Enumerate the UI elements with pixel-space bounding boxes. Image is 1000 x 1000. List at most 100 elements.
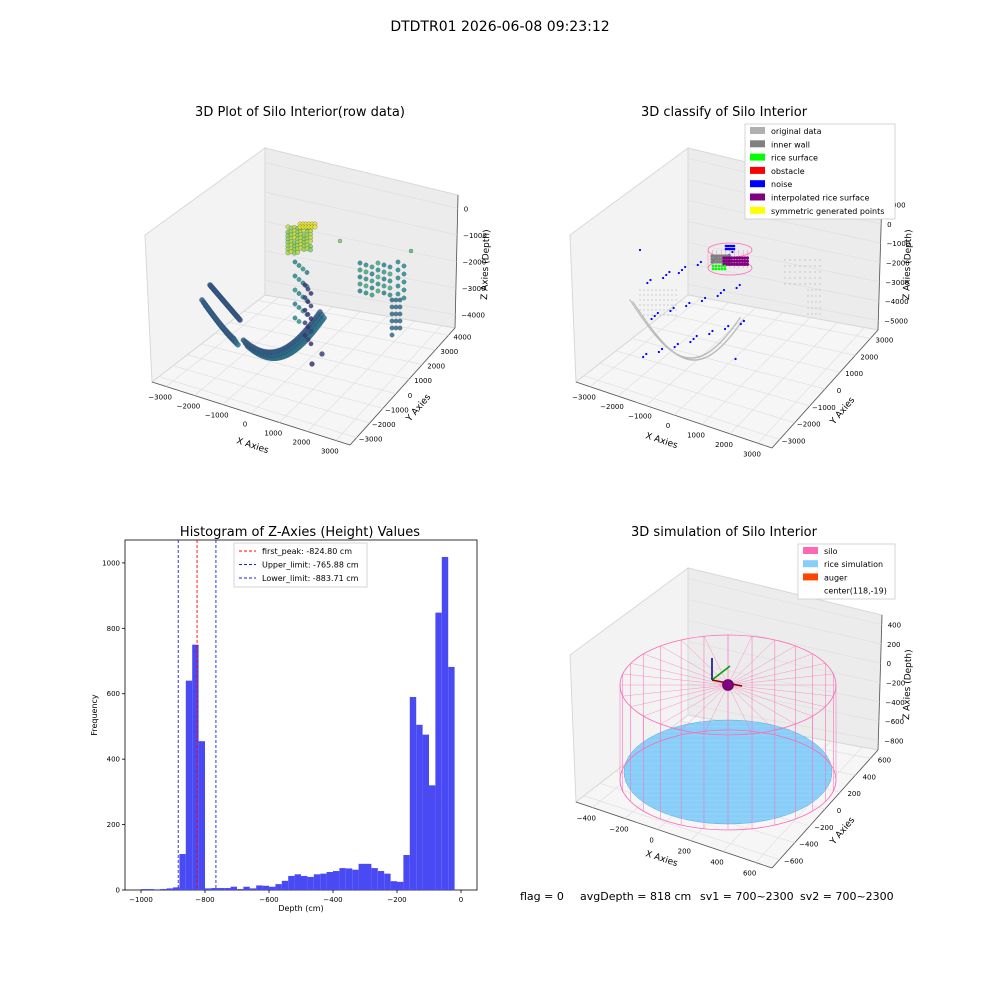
original-data-point	[659, 289, 661, 291]
noise-point	[676, 342, 679, 346]
classify-y-tick-label: 0	[837, 387, 841, 395]
interpolated-surface-point	[732, 262, 737, 266]
interpolated-surface-point	[738, 256, 742, 260]
original-data-point	[737, 325, 740, 328]
original-data-point	[734, 329, 737, 331]
simulation-legend-label: rice simulation	[824, 560, 883, 569]
original-data-point	[732, 326, 735, 328]
original-data-point	[631, 301, 633, 304]
original-data-point	[799, 265, 801, 267]
raw-data-point	[381, 262, 387, 268]
classify-z-gridline	[687, 200, 881, 244]
original-data-point	[643, 294, 645, 296]
histogram-bar	[243, 886, 250, 890]
raw-data-point	[401, 263, 407, 269]
histogram-reference-lines	[177, 540, 217, 890]
original-data-point	[650, 329, 653, 331]
inner-wall-point	[710, 257, 714, 261]
original-data-point	[649, 328, 652, 330]
histogram-bar	[397, 881, 404, 890]
raw-data-point	[393, 311, 399, 317]
original-data-point	[671, 299, 673, 301]
raw-x-gridline	[279, 316, 388, 423]
histogram-bar	[416, 724, 423, 890]
original-data-point	[733, 324, 736, 327]
silo-roof-line	[727, 684, 834, 697]
classify-x-tick-label: 3000	[743, 450, 761, 458]
raw-data-point	[296, 291, 302, 296]
original-data-point	[671, 309, 673, 311]
raw-data-point	[357, 274, 363, 280]
silo-roof-line	[727, 653, 813, 686]
noise-point	[650, 317, 653, 321]
original-data-point	[656, 336, 658, 338]
noise-point	[696, 263, 699, 267]
rice-surface-point	[723, 264, 727, 268]
original-data-point	[815, 313, 817, 315]
original-data-point	[643, 289, 645, 291]
classify-z-tick-label: 1000	[888, 202, 906, 210]
original-data-point	[667, 294, 669, 296]
interpolated-surface-point	[743, 256, 747, 260]
raw-data-point	[389, 297, 395, 303]
histogram-bar	[288, 875, 295, 890]
original-data-point	[804, 259, 806, 261]
original-data-point	[729, 336, 731, 338]
classify-z-tick-label: −1000	[887, 240, 911, 248]
raw-z-gridline	[264, 162, 458, 209]
classify-y-tick-label: −3000	[782, 438, 806, 446]
raw-data-point	[395, 291, 401, 297]
inner-wall-point	[717, 260, 722, 264]
original-data-point	[667, 309, 669, 311]
inner-wall-point	[717, 254, 722, 258]
original-data-point	[721, 339, 724, 341]
noise-point	[645, 352, 648, 356]
noise-point	[724, 244, 728, 248]
original-data-point	[736, 326, 739, 329]
raw-data-point	[401, 271, 407, 277]
original-data-point	[731, 333, 733, 336]
original-data-point	[651, 330, 653, 333]
noise-point	[726, 247, 730, 251]
simulation-x-tick-label: 600	[743, 870, 756, 878]
interpolated-surface-point	[743, 262, 747, 266]
noise-point	[727, 324, 730, 328]
simulation-z-tick-label: −400	[885, 699, 904, 707]
original-data-point	[799, 277, 801, 279]
original-data-point	[659, 304, 661, 306]
simulation-legend-label: auger	[824, 573, 848, 582]
raw-data-point	[397, 297, 403, 303]
classify-plot-title: 3D classify of Silo Interior	[641, 105, 808, 120]
original-data-point	[804, 271, 806, 273]
raw-data-point	[305, 299, 311, 305]
raw-data-point	[300, 266, 306, 272]
histogram-bar	[390, 881, 397, 890]
original-data-point	[635, 308, 638, 311]
histogram-bar	[441, 557, 449, 890]
noise-point	[673, 345, 676, 349]
original-data-point	[629, 299, 631, 301]
histogram-legend: first_peak: -824.80 cm Upper_limit: -765.…	[233, 542, 368, 588]
histogram-y-axis-label: Frequency	[90, 694, 99, 736]
original-data-point	[814, 265, 816, 267]
inner-wall-point	[710, 260, 714, 264]
raw-data-point	[369, 271, 375, 277]
original-data-point	[663, 314, 665, 316]
classify-z-tick-label: −5000	[884, 317, 908, 325]
raw-x-tick-label: 0	[243, 421, 247, 429]
original-data-point	[738, 324, 741, 326]
simulation-y-tick-label: −400	[799, 841, 818, 849]
original-data-point	[736, 321, 739, 323]
axis-y-arrow	[711, 665, 731, 681]
rice-surface-point	[714, 264, 718, 268]
original-data-point	[675, 289, 677, 291]
raw-data-point	[308, 291, 314, 296]
original-data-point	[663, 294, 665, 296]
simulation-plot-title: 3D simulation of Silo Interior	[631, 525, 818, 540]
histogram-x-tick-label: 0	[459, 896, 463, 904]
silo-roof-line	[727, 684, 753, 734]
classify-legend-swatch	[750, 206, 765, 214]
histogram-bar	[371, 868, 378, 890]
original-data-point	[643, 309, 645, 311]
original-data-point	[811, 301, 813, 303]
